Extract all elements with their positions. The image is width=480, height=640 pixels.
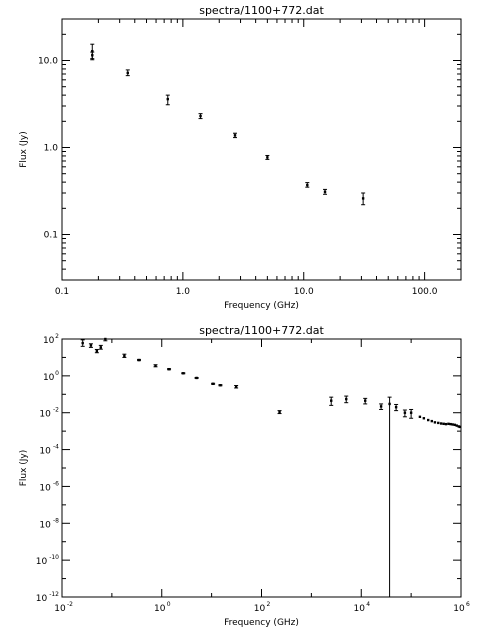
x-tick-label: 100.0: [412, 287, 438, 297]
y-tick-label-exponent: -2: [53, 407, 59, 414]
x-tick-label: 1.0: [176, 287, 191, 297]
bottom-spectrum-panel: spectra/1100+772.dat Frequency (GHz) Flux …: [19, 324, 470, 628]
data-point: [361, 197, 365, 200]
data-point: [451, 423, 454, 426]
data-point: [439, 422, 443, 425]
y-tick-label-base: 10: [36, 557, 48, 567]
data-point: [403, 411, 407, 414]
x-tick-label-exponent: 6: [466, 601, 470, 608]
y-tick-label-exponent: -8: [53, 517, 59, 524]
data-point: [418, 415, 422, 419]
data-point: [91, 49, 94, 53]
top-spectrum-panel: spectra/1100+772.dat Frequency (GHz) Flux …: [19, 4, 462, 311]
data-point: [449, 422, 452, 426]
data-point: [458, 425, 462, 429]
x-axis-label: Frequency (GHz): [224, 301, 299, 311]
plot-frame: [61, 18, 462, 281]
data-point: [137, 358, 141, 362]
data-point: [455, 424, 458, 427]
x-tick-label-exponent: 2: [267, 601, 271, 608]
data-point: [437, 421, 440, 425]
data-point: [306, 183, 309, 187]
data-point: [430, 419, 434, 423]
y-tick-label-exponent: -6: [53, 480, 59, 487]
y-tick-label: 1.0: [44, 144, 59, 154]
x-axis-label: Frequency (GHz): [224, 618, 299, 628]
data-point: [99, 346, 103, 349]
y-tick-label-exponent: -10: [49, 554, 59, 561]
data-point: [394, 405, 398, 409]
data-point: [388, 402, 391, 406]
data-point: [345, 397, 348, 401]
y-tick-label-base: 10: [43, 336, 55, 346]
data-point: [444, 422, 448, 426]
data-point: [234, 385, 238, 388]
y-tick-label-base: 10: [36, 594, 48, 604]
y-tick-label-base: 10: [39, 410, 51, 420]
y-tick-label-exponent: 2: [55, 333, 59, 340]
data-point: [104, 337, 107, 341]
data-point: [453, 423, 456, 427]
y-tick-label-base: 10: [39, 483, 51, 493]
data-point: [447, 422, 450, 426]
y-axis-label: Flux (Jy): [19, 131, 29, 168]
data-point: [422, 417, 426, 420]
data-point: [89, 344, 93, 347]
y-tick-label-base: 10: [39, 447, 51, 457]
x-tick-label-exponent: -2: [67, 601, 73, 608]
data-point: [266, 156, 269, 159]
x-tick-label-base: 10: [254, 604, 266, 614]
y-tick-label-base: 10: [39, 520, 51, 530]
data-point: [330, 399, 333, 402]
data-point: [379, 405, 383, 408]
data-point: [167, 367, 171, 371]
data-point: [219, 384, 222, 387]
data-point: [433, 421, 437, 424]
data-point: [195, 376, 198, 380]
x-tick-label-base: 10: [54, 604, 66, 614]
x-tick-label-exponent: 0: [167, 601, 171, 608]
y-tick-label-exponent: 0: [55, 370, 59, 377]
data-point: [409, 411, 413, 414]
data-point: [442, 422, 445, 426]
data-point: [182, 372, 185, 375]
data-point: [211, 382, 215, 386]
data-point: [91, 54, 94, 57]
x-tick-label-base: 10: [354, 604, 366, 614]
data-point: [123, 354, 126, 358]
y-tick-label: 10.0: [38, 57, 58, 67]
data-point: [199, 114, 202, 118]
chart-title: spectra/1100+772.dat: [199, 324, 324, 337]
y-tick-label-exponent: -12: [49, 591, 59, 598]
x-tick-label-exponent: 4: [366, 601, 370, 608]
plot-frame: [61, 338, 462, 598]
data-point: [427, 418, 430, 422]
x-tick-label-base: 10: [154, 604, 166, 614]
data-point: [166, 97, 169, 101]
data-point: [233, 134, 237, 137]
data-point: [126, 71, 129, 75]
x-tick-label: 10.0: [294, 287, 314, 297]
chart-title: spectra/1100+772.dat: [199, 4, 324, 17]
data-point: [363, 399, 367, 402]
data-point: [95, 349, 99, 353]
x-tick-label: 0.1: [55, 287, 69, 297]
y-tick-label: 0.1: [44, 231, 58, 241]
x-tick-label-base: 10: [453, 604, 465, 614]
data-point: [278, 410, 281, 414]
data-point: [81, 341, 84, 345]
data-point: [323, 190, 327, 193]
y-tick-label-base: 10: [43, 373, 55, 383]
data-point: [154, 364, 157, 367]
y-tick-label-exponent: -4: [53, 444, 59, 451]
y-axis-label: Flux (Jy): [19, 450, 29, 487]
